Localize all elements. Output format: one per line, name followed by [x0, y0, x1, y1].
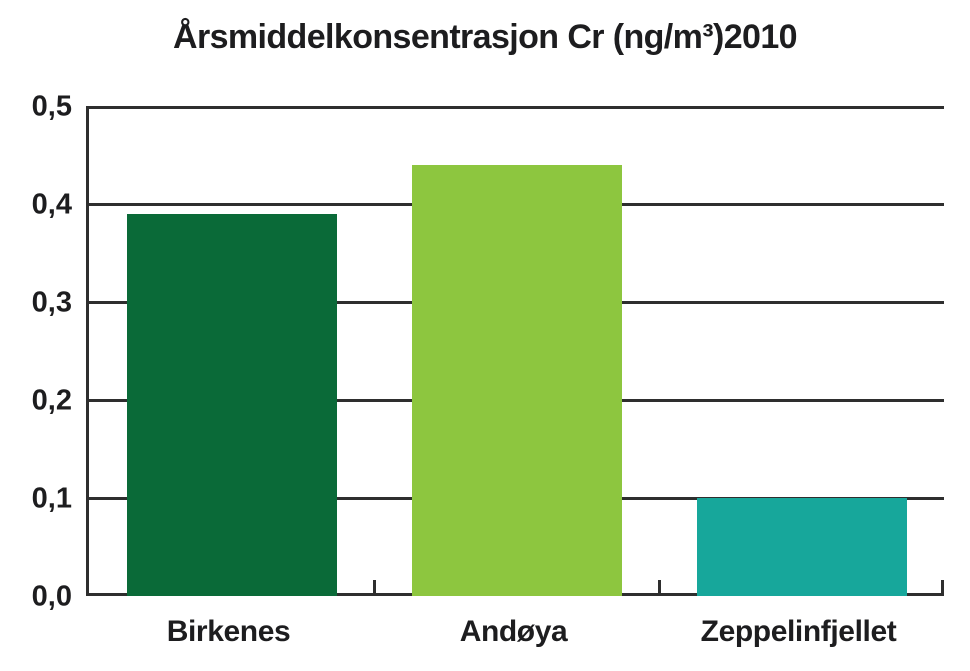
x-category-label-andoya: Andøya: [459, 615, 568, 648]
bar-birkenes: [127, 213, 337, 596]
y-tick-label: 0,5: [31, 90, 72, 123]
bar-zeppelinfjellet: [697, 498, 907, 596]
x-axis: Birkenes Andøya Zeppelinfjellet: [86, 610, 941, 654]
y-tick-label: 0,3: [31, 286, 72, 319]
y-tick-label: 0,1: [31, 482, 72, 515]
x-category-label-zeppelinfjellet: Zeppelinfjellet: [700, 615, 897, 648]
y-tick-label: 0,2: [31, 384, 72, 417]
x-axis-tick: [658, 580, 661, 596]
y-axis: 0,0 0,1 0,2 0,3 0,4 0,5: [0, 91, 72, 613]
y-tick-label: 0,4: [31, 188, 72, 221]
gridline: [89, 106, 944, 109]
y-tick-label: 0,0: [31, 580, 72, 613]
plot-area: [86, 106, 944, 596]
x-axis-tick: [941, 580, 944, 596]
chart-title: Årsmiddelkonsentrasjon Cr (ng/m³)2010: [173, 18, 798, 56]
bar-andoya: [412, 164, 622, 596]
x-category-label-birkenes: Birkenes: [166, 615, 291, 648]
x-axis-tick: [373, 580, 376, 596]
